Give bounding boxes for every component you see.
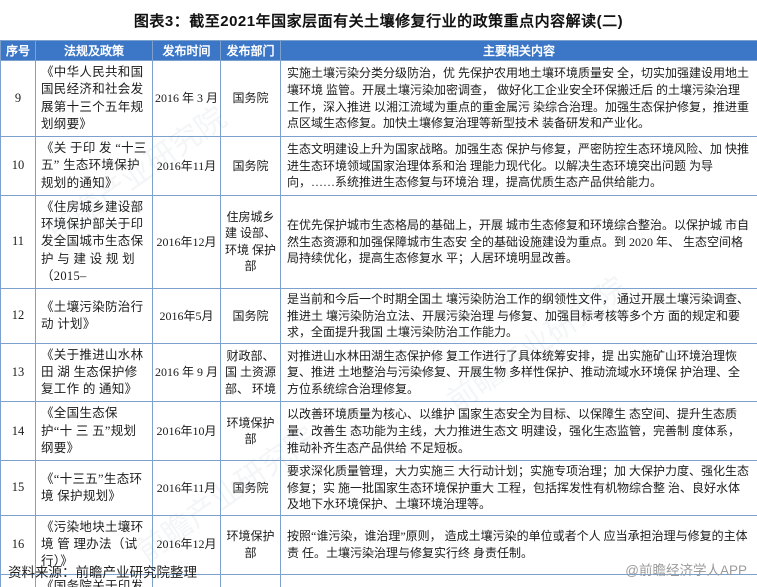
page-title: 图表3：截至2021年国家层面有关土壤修复行业的政策重点内容解读(二) [133, 13, 624, 30]
cell-date: 2016年11月 [152, 136, 221, 196]
header-cell-dept: 发布部门 [220, 40, 281, 61]
table-row: 13 《关于推进山水林田 湖 生态保护修复工作 的 通知》 2016 年 9 月… [0, 342, 757, 403]
cell-no: 12 [0, 288, 36, 344]
header-cell-policy: 法规及政策 [35, 40, 153, 61]
cell-date: 2016年11月 [152, 460, 221, 516]
cell-no: 16 [0, 514, 36, 575]
cell-policy: 《关 于印 发 “十三五” 生态环境保护规划的通知》 [35, 136, 153, 196]
footer: 资料来源：前瞻产业研究院整理 @前瞻经济学人APP [0, 561, 757, 581]
cell-policy: 《污染地块土壤环境 管 理办法（试行）》 [35, 514, 153, 575]
cell-no: 9 [0, 60, 36, 137]
cell-date: 2016 年 3 月 [152, 60, 221, 137]
source-note: 资料来源：前瞻产业研究院整理 [8, 565, 197, 580]
table-row: 14 《全国生态保护“十 三 五”规划纲要》 2016年10月 环境保护 部 以… [0, 401, 757, 462]
cell-content: 按照“谁污染，谁治理”原则， 造成土壤污染的单位或者个人 应当承担治理与修复的主… [280, 514, 757, 575]
cell-dept: 国务院 [220, 288, 281, 344]
table-row: 15 《“十三五”生态环 境 保护规划》 2016年11月 国务院 要求深化质量… [0, 460, 757, 516]
cell-no: 13 [0, 342, 36, 403]
table-row: 9 《中华人民共和国国民经济和社会发展第十三个五年规划纲要》 2016 年 3 … [0, 60, 757, 137]
cell-policy: 《全国生态保护“十 三 五”规划纲要》 [35, 401, 153, 462]
cell-policy: 《“十三五”生态环 境 保护规划》 [35, 460, 153, 516]
cell-no: 15 [0, 460, 36, 516]
brand-watermark: @前瞻经济学人APP [625, 563, 747, 578]
table-row: 17 《国务院关于印发 全 国国土规划纲要 （2016—2030 年） 的 通知… [0, 573, 757, 587]
cell-content: 生态文明建设上升为国家战略。加强生态 保护与修复，严密防控生态环境风险、加 快推… [280, 136, 757, 196]
cell-no: 10 [0, 136, 36, 196]
cell-policy: 《关于推进山水林田 湖 生态保护修复工作 的 通知》 [35, 342, 153, 403]
cell-date: 2016年5月 [152, 288, 221, 344]
table-row: 11 《住房城乡建设部 环境保护部关于印 发全国城市生态保 护 与 建 设 规 … [0, 194, 757, 290]
cell-date: 2016年10月 [152, 401, 221, 462]
cell-no: 11 [0, 194, 36, 290]
cell-dept: 财政部、 国 土资源 部、 环境 [220, 342, 281, 403]
cell-dept: 国务院 [220, 60, 281, 137]
table-row: 10 《关 于印 发 “十三五” 生态环境保护规划的通知》 2016年11月 国… [0, 136, 757, 196]
cell-no: 14 [0, 401, 36, 462]
table-header-row: 序号 法规及政策 发布时间 发布部门 主要相关内容 [0, 40, 757, 61]
cell-content: 在优先保护城市生态格局的基础上，开展 城市生态修复和环境综合整治。以保护城 市自… [280, 194, 757, 290]
cell-dept: 国务院 [220, 136, 281, 196]
cell-content: 是当前和今后一个时期全国土 壤污染防治工作的纲领性文件， 通过开展土壤污染调查、… [280, 288, 757, 344]
cell-content: 以改善环境质量为核心、以维护 国家生态安全为目标、以保障生 态空间、提升生态质量… [280, 401, 757, 462]
cell-date: 2016 年 9 月 [152, 342, 221, 403]
table-row: 12 《土壤污染防治行动 计划》 2016年5月 国务院 是当前和今后一个时期全… [0, 288, 757, 344]
cell-dept: 住房城乡 建 设部、 环境 保护 部 [220, 194, 281, 290]
header-cell-no: 序号 [0, 40, 36, 61]
header-cell-content: 主要相关内容 [280, 40, 757, 61]
cell-date: 2016年12月 [152, 194, 221, 290]
cell-content: 要求深化质量管理，大力实施三 大行动计划；实施专项治理；加 大保护力度、强化生态… [280, 460, 757, 516]
policy-table: 序号 法规及政策 发布时间 发布部门 主要相关内容 9 《中华人民共和国国民经济… [0, 40, 757, 587]
cell-content: 对推进山水林田湖生态保护修 复工作进行了具体统筹安排，提 出实施矿山环境治理恢复… [280, 342, 757, 403]
cell-content: 实施土壤污染分类分级防治，优 先保护农用地土壤环境质量安 全，切实加强建设用地土… [280, 60, 757, 137]
cell-dept: 环境保护 部 [220, 401, 281, 462]
cell-dept: 国务院 [220, 460, 281, 516]
cell-policy: 《中华人民共和国国民经济和社会发展第十三个五年规划纲要》 [35, 60, 153, 137]
cell-date: 2016年12月 [152, 514, 221, 575]
cell-policy: 《土壤污染防治行动 计划》 [35, 288, 153, 344]
cell-policy: 《住房城乡建设部 环境保护部关于印 发全国城市生态保 护 与 建 设 规 划 （… [35, 194, 153, 290]
header-cell-date: 发布时间 [152, 40, 221, 61]
table-row: 16 《污染地块土壤环境 管 理办法（试行）》 2016年12月 环境保护 部 … [0, 514, 757, 575]
